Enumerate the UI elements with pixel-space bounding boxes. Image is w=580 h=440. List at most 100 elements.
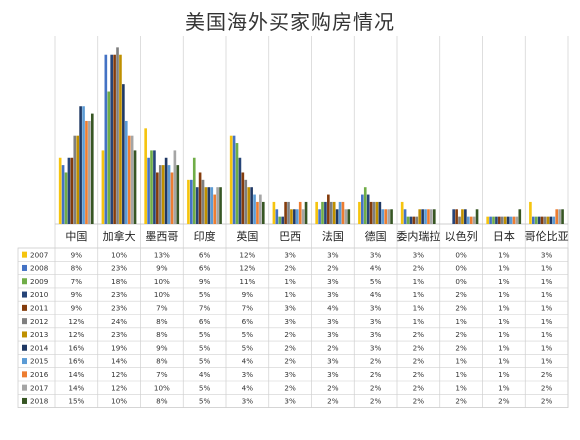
data-label: 2% (284, 383, 296, 392)
bar (503, 216, 507, 224)
bar (130, 135, 134, 224)
data-label: 3% (370, 303, 382, 312)
bar (466, 216, 470, 224)
data-label: 14% (68, 383, 84, 392)
legend-year: 2010 (30, 290, 49, 299)
data-label: 2% (370, 357, 382, 366)
bar (509, 216, 513, 224)
category-label: 法国 (322, 229, 344, 243)
data-label: 1% (498, 343, 510, 352)
data-label: 6% (199, 250, 211, 259)
legend-year: 2014 (30, 343, 49, 352)
bar (170, 172, 174, 224)
data-label: 10% (111, 250, 127, 259)
bar (546, 216, 550, 224)
data-label: 2% (284, 264, 296, 273)
data-label: 1% (498, 290, 510, 299)
bar (147, 157, 150, 224)
bar (287, 201, 290, 224)
data-label: 1% (413, 303, 425, 312)
data-label: 9% (156, 343, 168, 352)
data-label: 14% (111, 357, 127, 366)
bar (432, 209, 436, 224)
data-label: 2% (327, 343, 339, 352)
data-label: 0% (455, 264, 467, 273)
data-label: 8% (156, 330, 168, 339)
bar (76, 135, 80, 224)
data-label: 10% (154, 277, 170, 286)
data-label: 23% (111, 330, 127, 339)
bar (219, 187, 222, 224)
data-label: 5% (199, 383, 211, 392)
bar (156, 172, 159, 224)
bar (543, 216, 547, 224)
data-label: 7% (156, 370, 168, 379)
data-label: 16% (68, 343, 84, 352)
bar (400, 201, 404, 224)
category-label: 日本 (493, 229, 515, 243)
bar (113, 54, 116, 224)
data-label: 1% (498, 264, 510, 273)
bar (85, 120, 88, 224)
data-label: 4% (242, 357, 254, 366)
bar (235, 143, 239, 224)
category-label: 以色列 (445, 229, 478, 243)
category-label: 德国 (365, 229, 387, 243)
data-label: 12% (111, 370, 127, 379)
data-label: 1% (413, 277, 425, 286)
data-label: 3% (327, 250, 339, 259)
data-label: 12% (239, 250, 255, 259)
bar (192, 157, 196, 224)
legend-year: 2007 (30, 250, 48, 259)
data-label: 4% (199, 370, 211, 379)
bar (195, 187, 199, 224)
data-label: 5% (199, 343, 211, 352)
data-label: 1% (498, 383, 510, 392)
bar (515, 216, 519, 224)
data-label: 10% (111, 397, 127, 406)
bar (190, 179, 193, 224)
category-label: 中国 (65, 230, 87, 243)
bar (409, 216, 413, 224)
bar (532, 216, 535, 224)
data-label: 10% (154, 383, 170, 392)
bar (259, 194, 262, 224)
bar (430, 209, 433, 224)
data-label: 1% (541, 330, 553, 339)
bar (378, 201, 382, 224)
bar (79, 106, 82, 224)
data-label: 24% (111, 317, 127, 326)
bar (518, 209, 522, 224)
data-label: 23% (111, 264, 127, 273)
data-label: 1% (541, 317, 553, 326)
bar (253, 194, 256, 224)
bar (238, 157, 242, 224)
bar (552, 216, 556, 224)
bar (318, 209, 321, 224)
data-label: 4% (370, 264, 382, 273)
data-label: 5% (370, 277, 382, 286)
bar (390, 209, 393, 224)
data-label: 3% (242, 397, 254, 406)
bar (122, 84, 125, 224)
data-label: 2% (284, 330, 296, 339)
data-label: 2% (284, 343, 296, 352)
bar (506, 216, 510, 224)
bar (161, 165, 165, 224)
data-label: 2% (541, 383, 553, 392)
data-label: 12% (111, 383, 127, 392)
category-label: 加拿大 (103, 229, 136, 243)
bar (363, 187, 367, 224)
bar (232, 135, 236, 224)
bar (210, 187, 214, 224)
bar (500, 216, 504, 224)
bar (58, 157, 62, 224)
data-label: 4% (327, 303, 339, 312)
bar (70, 157, 74, 224)
data-label: 3% (327, 330, 339, 339)
data-label: 23% (111, 290, 127, 299)
data-label: 3% (242, 370, 254, 379)
data-label: 19% (111, 343, 127, 352)
bar (327, 194, 330, 224)
